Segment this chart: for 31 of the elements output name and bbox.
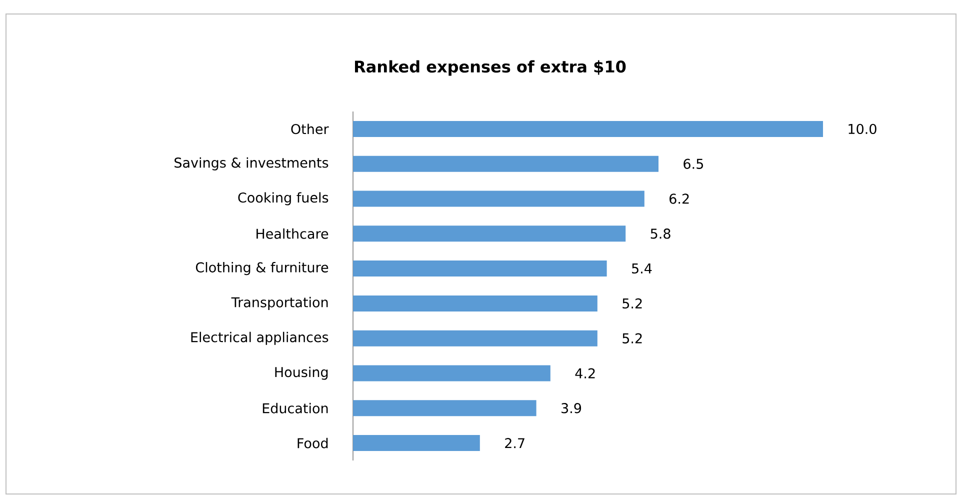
chart-title: Ranked expenses of extra $10 xyxy=(355,60,626,76)
bar xyxy=(353,295,598,312)
data-label: 4.2 xyxy=(575,368,595,378)
y-tick-label: Transportation xyxy=(231,296,328,310)
y-tick-label: Clothing & furniture xyxy=(196,262,328,276)
y-tick-label: Education xyxy=(262,402,328,414)
y-tick-label: Electrical appliances xyxy=(191,332,328,345)
data-label: 5.4 xyxy=(632,264,652,274)
data-label: 5.8 xyxy=(650,228,670,239)
bar xyxy=(353,120,824,137)
data-label: 10.0 xyxy=(848,124,876,134)
y-tick-label: Other xyxy=(291,124,329,134)
data-label: 6.2 xyxy=(670,194,689,204)
data-label: 2.7 xyxy=(505,438,524,448)
bar xyxy=(353,190,644,207)
bar xyxy=(353,260,607,277)
data-label: 5.2 xyxy=(622,298,642,309)
y-tick-label: Healthcare xyxy=(256,228,328,239)
y-tick-label: Cooking fuels xyxy=(238,192,328,206)
data-label: 6.5 xyxy=(684,158,703,169)
y-tick-label: Food xyxy=(298,438,328,448)
bar xyxy=(353,156,659,172)
data-label: 5.2 xyxy=(622,333,642,344)
y-tick-label: Savings & investments xyxy=(174,157,328,170)
bar xyxy=(353,365,550,382)
y-tick-label: Housing xyxy=(275,366,328,380)
bar xyxy=(353,226,626,242)
bar xyxy=(353,330,598,346)
bar xyxy=(353,435,480,452)
bar xyxy=(353,400,536,416)
data-label: 3.9 xyxy=(562,403,582,414)
